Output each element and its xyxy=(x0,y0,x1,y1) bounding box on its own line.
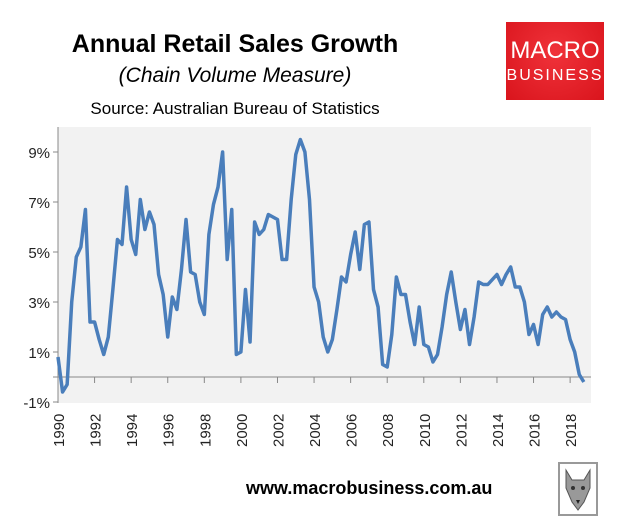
x-tick-label: 1998 xyxy=(197,414,214,447)
x-tick-label: 2004 xyxy=(307,414,324,447)
chart-subtitle: (Chain Volume Measure) xyxy=(118,64,352,87)
logo-line1: MACRO xyxy=(510,37,600,64)
chart-title: Annual Retail Sales Growth xyxy=(71,30,399,58)
x-tick-label: 2012 xyxy=(453,414,470,447)
x-tick-label: 2008 xyxy=(380,414,397,447)
y-tick-label: 9% xyxy=(28,145,50,162)
y-tick-label: 1% xyxy=(28,345,50,362)
macrobusiness-logo: MACRO BUSINESS xyxy=(506,22,604,100)
x-tick-label: 2016 xyxy=(527,414,544,447)
y-tick-label: 5% xyxy=(28,245,50,262)
wolf-head-icon xyxy=(558,462,598,516)
x-tick-label: 2006 xyxy=(344,414,361,447)
website-url: www.macrobusiness.com.au xyxy=(246,478,493,498)
plot-area xyxy=(58,127,591,403)
x-tick-label: 2010 xyxy=(417,414,434,447)
chart-source: Source: Australian Bureau of Statistics xyxy=(90,99,380,118)
logo-line2: BUSINESS xyxy=(506,67,604,84)
x-tick-label: 2014 xyxy=(490,414,507,447)
y-tick-label: 7% xyxy=(28,195,50,212)
x-tick-label: 2000 xyxy=(234,414,251,447)
x-tick-label: 1992 xyxy=(88,414,105,447)
x-tick-label: 1996 xyxy=(161,414,178,447)
x-tick-label: 1990 xyxy=(51,414,68,447)
x-tick-label: 1994 xyxy=(124,414,141,447)
x-tick-label: 2002 xyxy=(270,414,287,447)
x-tick-label: 2018 xyxy=(563,414,580,447)
series-line xyxy=(56,137,586,394)
y-tick-label: 3% xyxy=(28,295,50,312)
y-tick-label: -1% xyxy=(23,395,50,412)
